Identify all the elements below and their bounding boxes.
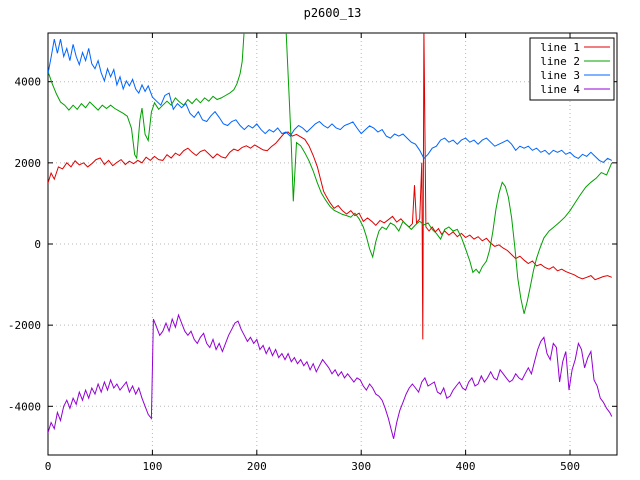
- x-tick-label: 200: [247, 460, 267, 473]
- x-tick-label: 0: [45, 460, 52, 473]
- y-tick-label: -2000: [8, 319, 41, 332]
- y-tick-label: 2000: [15, 157, 42, 170]
- x-tick-label: 400: [456, 460, 476, 473]
- legend-box: [529, 37, 615, 101]
- legend-label: line 4: [540, 83, 580, 96]
- series-line-1: [48, 33, 612, 340]
- legend-label: line 3: [540, 69, 580, 82]
- series-line-3: [48, 38, 613, 164]
- legend-label: line 1: [540, 41, 580, 54]
- y-tick-label: 0: [34, 238, 41, 251]
- legend-label: line 2: [540, 55, 580, 68]
- chart-title: p2600_13: [303, 6, 362, 20]
- x-tick-label: 300: [351, 460, 371, 473]
- y-tick-label: 4000: [15, 76, 42, 89]
- x-tick-label: 100: [142, 460, 162, 473]
- series-line-2: [48, 33, 613, 314]
- series-line-4: [48, 313, 613, 439]
- x-tick-label: 500: [560, 460, 580, 473]
- y-tick-label: -4000: [8, 400, 41, 413]
